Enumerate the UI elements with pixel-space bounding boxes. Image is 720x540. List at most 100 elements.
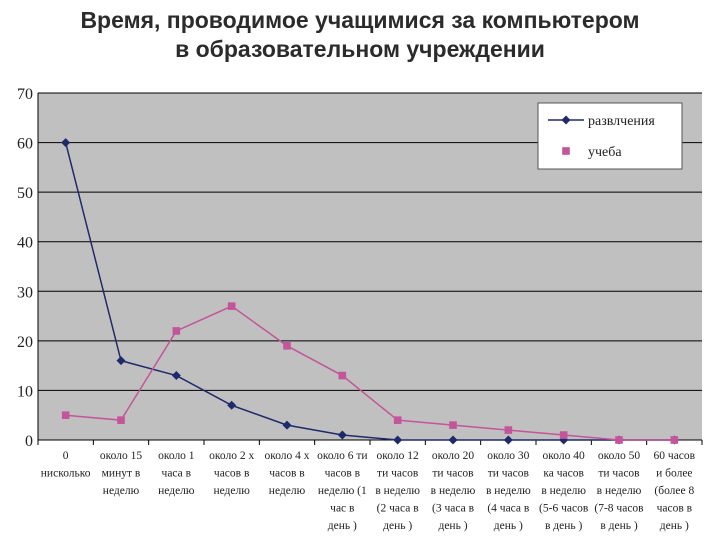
x-axis: 0 нисколько около 15 минут в неделю около 1 ча…: [37, 439, 703, 532]
data-point: [338, 371, 347, 380]
data-point: [449, 421, 457, 429]
legend-box: [537, 102, 683, 170]
x-tick-label: около 2 х часов в неделю: [209, 450, 254, 497]
x-tick-label-line: в день ): [545, 520, 583, 532]
data-point: [615, 436, 623, 444]
x-tick-label-line: (2 часа в: [377, 503, 420, 515]
data-point: [117, 416, 125, 424]
x-tick-label-line: около 50: [598, 450, 640, 462]
x-tick-label-line: в неделю: [431, 485, 476, 497]
legend-marker: [561, 115, 571, 125]
x-tick-label-line: около 30: [487, 450, 529, 462]
x-tick-label-line: ти часов: [488, 468, 530, 480]
x-tick-label-line: в неделю: [375, 485, 420, 497]
x-tick-label-line: неделю: [213, 485, 250, 497]
data-point: [559, 431, 568, 439]
data-point: [283, 342, 291, 350]
x-tick-label-line: день ): [438, 520, 467, 532]
x-tick-label: 60 часов и более (более 8 часов в день ): [654, 450, 696, 532]
x-tick-label: 0 нисколько: [41, 450, 91, 480]
x-tick-label-line: (3 часа в: [432, 503, 475, 515]
title-line-2: в образовательном учреждении: [175, 36, 545, 62]
data-point: [227, 400, 237, 410]
x-tick-label-line: (5-6 часов: [539, 503, 589, 515]
x-tick-label-line: около 4 х: [264, 450, 309, 462]
x-tick-label: около 1 часа в неделю: [158, 450, 195, 497]
legend-label: развлчения: [588, 114, 655, 129]
legend: развлчения учеба: [537, 102, 683, 170]
data-point: [337, 430, 347, 440]
x-tick-label: около 20 ти часов в неделю (3 часа в день ): [431, 450, 476, 532]
x-tick-label-line: минут в: [102, 468, 141, 480]
x-tick-label-line: около 6 ти: [317, 450, 368, 462]
data-point: [448, 435, 458, 445]
data-point: [393, 435, 403, 445]
x-tick-label-line: около 15: [100, 450, 142, 462]
series-line: [65, 305, 675, 441]
x-tick-label: около 50 ти часов в неделю (7-8 часов в день…: [594, 450, 644, 532]
x-tick-label-line: день ): [660, 520, 689, 532]
y-tick-label: 70: [17, 86, 33, 103]
x-tick-label: около 30 ти часов в неделю (4 часа в день ): [486, 450, 531, 532]
x-tick-label-line: нисколько: [41, 468, 91, 480]
x-tick-label-line: (более 8: [654, 485, 694, 497]
y-axis: 0 10 20 30 40 50 60 70: [17, 86, 39, 450]
legend-label: учеба: [588, 145, 622, 160]
x-tick-label-line: ти часов: [432, 468, 474, 480]
x-tick-label-line: часа в: [162, 468, 192, 480]
x-tick-label-line: ти часов: [598, 468, 640, 480]
data-point: [282, 420, 292, 430]
x-tick-label-line: около 40: [543, 450, 585, 462]
series-study: [61, 302, 679, 444]
title-line-1: Время, проводимое учащимися за компьютер…: [80, 7, 640, 33]
x-tick-label-line: неделю: [269, 485, 306, 497]
x-tick-label-line: день ): [328, 520, 357, 532]
x-tick-label-line: неделю: [103, 485, 140, 497]
x-tick-label-line: день ): [494, 520, 523, 532]
x-tick-label: около 6 ти часов в неделю (1 час в день ): [317, 450, 368, 532]
y-tick-label: 10: [17, 383, 33, 400]
x-tick-label: около 12 ти часов в неделю (2 часа в день ): [375, 450, 420, 532]
x-tick-label-line: около 20: [432, 450, 474, 462]
x-tick-label: около 15 минут в неделю: [100, 450, 142, 497]
y-tick-label: 40: [17, 235, 33, 252]
x-tick-label-line: ка часов: [543, 468, 584, 480]
x-tick-label-line: и более: [656, 468, 692, 480]
x-tick-label-line: часов в: [657, 503, 693, 515]
data-point: [61, 138, 71, 148]
data-point: [61, 411, 70, 420]
x-tick-label-line: в неделю: [486, 485, 531, 497]
x-tick-label-line: около 1: [158, 450, 195, 462]
x-tick-label-line: (4 часа в: [487, 503, 530, 515]
data-point: [116, 356, 126, 366]
x-tick-label: около 40 ка часов в неделю (5-6 часов в день…: [539, 450, 589, 532]
x-tick-label-line: часов в: [269, 468, 305, 480]
data-point: [171, 371, 181, 381]
x-tick-label-line: часов в: [325, 468, 361, 480]
x-tick-label-line: в день ): [600, 520, 638, 532]
data-point: [670, 436, 679, 444]
x-tick-label-line: часов в: [214, 468, 250, 480]
legend-marker: [562, 147, 570, 155]
chart-title: Время, проводимое учащимися за компьютер…: [0, 6, 720, 64]
data-point: [503, 435, 513, 445]
x-tick-label-line: час в: [330, 503, 355, 515]
y-tick-label: 20: [17, 334, 33, 351]
x-tick-label-line: (7-8 часов: [594, 503, 644, 515]
x-tick-label-line: 0: [63, 450, 69, 462]
data-point: [393, 416, 402, 424]
x-tick-label-line: около 2 х: [209, 450, 254, 462]
y-tick-label: 0: [25, 433, 33, 450]
x-tick-label: около 4 х часов в неделю: [264, 450, 309, 497]
y-tick-label: 60: [17, 136, 33, 153]
x-tick-label-line: ти часов: [377, 468, 419, 480]
x-tick-label-line: 60 часов: [654, 450, 696, 462]
x-tick-label-line: в неделю: [541, 485, 586, 497]
data-point: [172, 327, 181, 335]
x-tick-label-line: день ): [383, 520, 412, 532]
series-line: [64, 142, 675, 441]
x-tick-label-line: неделю: [158, 485, 195, 497]
x-tick-label-line: в неделю: [597, 485, 642, 497]
x-tick-label-line: около 12: [377, 450, 419, 462]
